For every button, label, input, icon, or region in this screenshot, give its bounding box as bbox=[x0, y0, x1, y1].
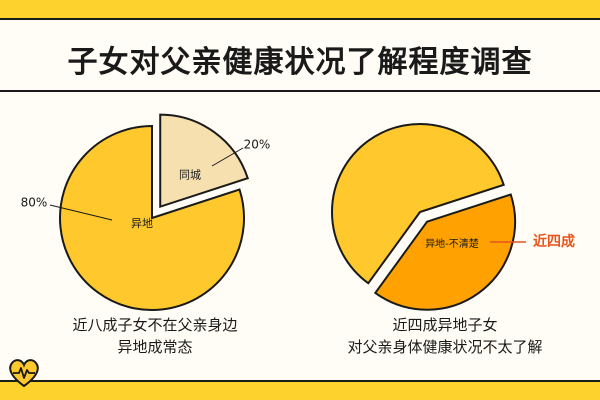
page-title: 子女对父亲健康状况了解程度调查 bbox=[67, 45, 533, 80]
pie-slice-label-tongcheng: 同城 bbox=[179, 169, 201, 182]
pie-slice-yidi bbox=[59, 124, 245, 311]
pie-slice-rest bbox=[331, 123, 505, 285]
caption-location-line-2: 异地成常态 bbox=[117, 338, 193, 356]
pie-slice-label-buqingchu: 异地-不清楚 bbox=[425, 237, 479, 250]
heart-pulse-logo-icon bbox=[9, 359, 39, 388]
caption-awareness-line-2: 对父亲身体健康状况不太了解 bbox=[347, 338, 543, 356]
caption-location-line-1: 近八成子女不在父亲身边 bbox=[72, 316, 238, 334]
leader-line-yidi bbox=[49, 204, 113, 221]
charts-area: 异地 同城 80% 20% 异地-不清楚 近四成 bbox=[21, 113, 575, 311]
caption-location: 近八成子女不在父亲身边 异地成常态 bbox=[25, 314, 285, 358]
pie-chart-awareness: 异地-不清楚 近四成 bbox=[331, 123, 575, 311]
pie-slice-buqingchu bbox=[373, 193, 517, 311]
leader-line-tongcheng bbox=[211, 147, 244, 167]
callout-label: 近四成 bbox=[533, 233, 575, 250]
caption-awareness: 近四成异地子女 对父亲身体健康状况不太了解 bbox=[315, 314, 575, 358]
pie-slice-tongcheng bbox=[159, 113, 249, 209]
bottom-decor-band bbox=[0, 382, 600, 400]
caption-awareness-line-1: 近四成异地子女 bbox=[392, 316, 498, 334]
title-bar: 子女对父亲健康状况了解程度调查 bbox=[0, 28, 600, 92]
pie-slice-label-yidi: 异地 bbox=[131, 217, 153, 230]
value-label-tongcheng: 20% bbox=[244, 138, 271, 152]
pie-chart-location: 异地 同城 80% 20% bbox=[21, 113, 271, 311]
value-label-yidi: 80% bbox=[21, 196, 48, 210]
